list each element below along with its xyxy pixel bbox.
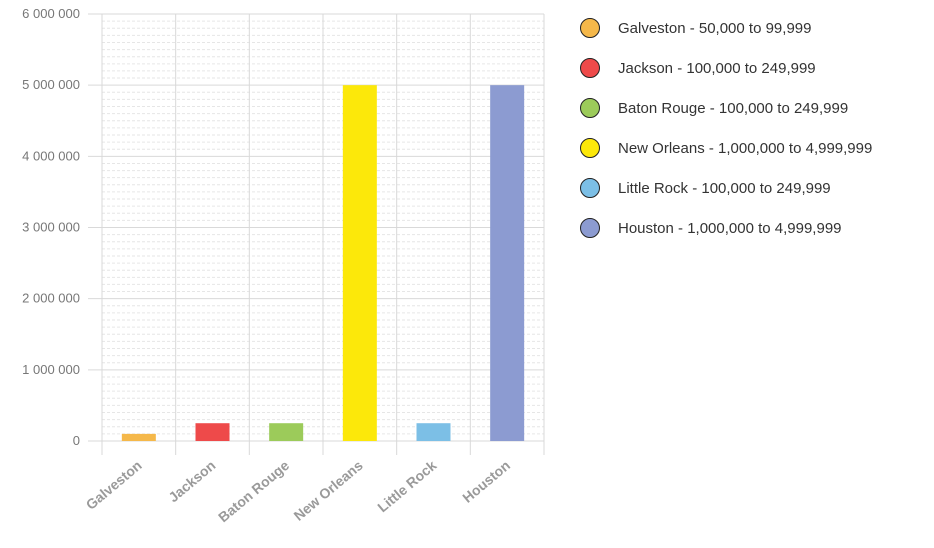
legend-swatch [580, 138, 600, 158]
legend-item[interactable]: Houston - 1,000,000 to 4,999,999 [580, 216, 872, 240]
y-tick-label: 4 000 000 [22, 148, 80, 163]
bar-new-orleans[interactable] [342, 85, 377, 441]
legend-swatch [580, 178, 600, 198]
grid [88, 13, 545, 455]
y-tick-label: 1 000 000 [22, 362, 80, 377]
legend-item[interactable]: Jackson - 100,000 to 249,999 [580, 56, 872, 80]
x-tick-label: Little Rock [374, 457, 439, 515]
x-tick-label: Houston [459, 457, 513, 506]
bar-galveston[interactable] [121, 433, 156, 441]
y-tick-label: 3 000 000 [22, 220, 80, 235]
legend-swatch [580, 98, 600, 118]
legend-item[interactable]: New Orleans - 1,000,000 to 4,999,999 [580, 136, 872, 160]
bar-jackson[interactable] [195, 423, 230, 441]
y-tick-label: 2 000 000 [22, 291, 80, 306]
legend: Galveston - 50,000 to 99,999 Jackson - 10… [580, 16, 872, 256]
bars [121, 85, 525, 441]
y-tick-label: 0 [73, 433, 80, 448]
bar-houston[interactable] [490, 85, 525, 441]
legend-label: Houston - 1,000,000 to 4,999,999 [618, 219, 842, 237]
legend-swatch [580, 18, 600, 38]
legend-item[interactable]: Baton Rouge - 100,000 to 249,999 [580, 96, 872, 120]
y-tick-label: 6 000 000 [22, 6, 80, 21]
legend-label: Little Rock - 100,000 to 249,999 [618, 179, 831, 197]
x-tick-label: New Orleans [290, 457, 365, 524]
legend-label: Jackson - 100,000 to 249,999 [618, 59, 816, 77]
legend-label: Galveston - 50,000 to 99,999 [618, 19, 812, 37]
legend-label: New Orleans - 1,000,000 to 4,999,999 [618, 139, 873, 157]
legend-swatch [580, 58, 600, 78]
bar-little-rock[interactable] [416, 423, 451, 441]
x-tick-label: Galveston [83, 457, 145, 513]
x-tick-label: Baton Rouge [215, 457, 292, 525]
legend-item[interactable]: Little Rock - 100,000 to 249,999 [580, 176, 872, 200]
y-tick-label: 5 000 000 [22, 77, 80, 92]
bar-baton-rouge[interactable] [269, 423, 304, 441]
bar-chart: 0 1 000 000 2 000 000 3 000 000 4 000 000 5 0… [22, 6, 545, 525]
x-tick-label: Jackson [165, 457, 218, 505]
legend-swatch [580, 218, 600, 238]
legend-item[interactable]: Galveston - 50,000 to 99,999 [580, 16, 872, 40]
y-axis: 0 1 000 000 2 000 000 3 000 000 4 000 000 5 0… [22, 6, 80, 448]
legend-label: Baton Rouge - 100,000 to 249,999 [618, 99, 849, 117]
